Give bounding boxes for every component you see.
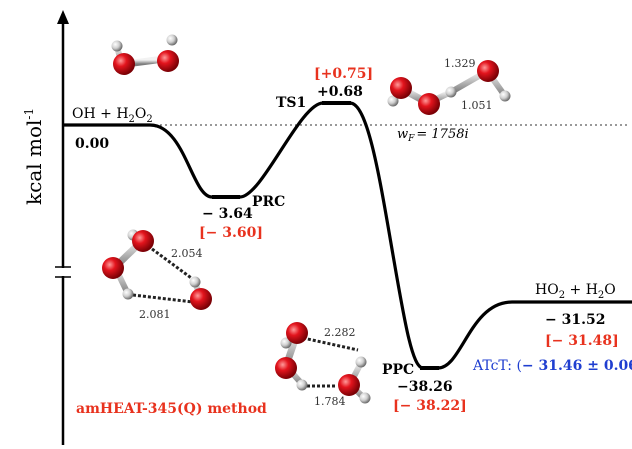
atct-value: ATcT: (− 31.46 ± 0.06) xyxy=(472,358,632,374)
prc-energy-alt: [− 3.60] xyxy=(199,225,263,241)
ts-molecule xyxy=(387,60,511,115)
reactants-label: OH + H2O2 xyxy=(72,106,153,125)
ppc-bond-length-top: 2.282 xyxy=(324,326,356,339)
imaginary-frequency: wF = 1758i xyxy=(397,127,469,144)
h2o2-molecule xyxy=(111,34,179,75)
energy-profile-curve xyxy=(63,101,632,370)
ppc-label: PPC xyxy=(382,362,414,378)
prc-molecule xyxy=(102,229,212,310)
ppc-energy: −38.26 xyxy=(397,379,453,395)
method-label: amHEAT-345(Q) method xyxy=(76,401,267,417)
ppc-molecule xyxy=(275,322,371,404)
y-axis-label: kcal mol-1 xyxy=(22,108,46,205)
ts1-energy: +0.68 xyxy=(317,84,363,100)
products-energy: − 31.52 xyxy=(545,312,605,328)
prc-energy: − 3.64 xyxy=(202,206,253,222)
prc-label: PRC xyxy=(252,194,285,210)
ts1-energy-alt: [+0.75] xyxy=(314,66,373,82)
prc-bond-length-top: 2.054 xyxy=(171,247,203,260)
reactants-energy: 0.00 xyxy=(75,136,109,152)
ppc-bond-length-bottom: 1.784 xyxy=(314,395,346,408)
y-axis xyxy=(55,10,71,445)
ts1-label: TS1 xyxy=(276,95,306,111)
ppc-energy-alt: [− 38.22] xyxy=(393,398,467,414)
products-energy-alt: [− 31.48] xyxy=(545,333,619,349)
ts-bond-length-oh: 1.329 xyxy=(444,57,476,70)
products-label: HO2 + H2O xyxy=(535,282,616,301)
prc-bond-length-bottom: 2.081 xyxy=(139,308,171,321)
ts-bond-length-hh: 1.051 xyxy=(461,99,493,112)
